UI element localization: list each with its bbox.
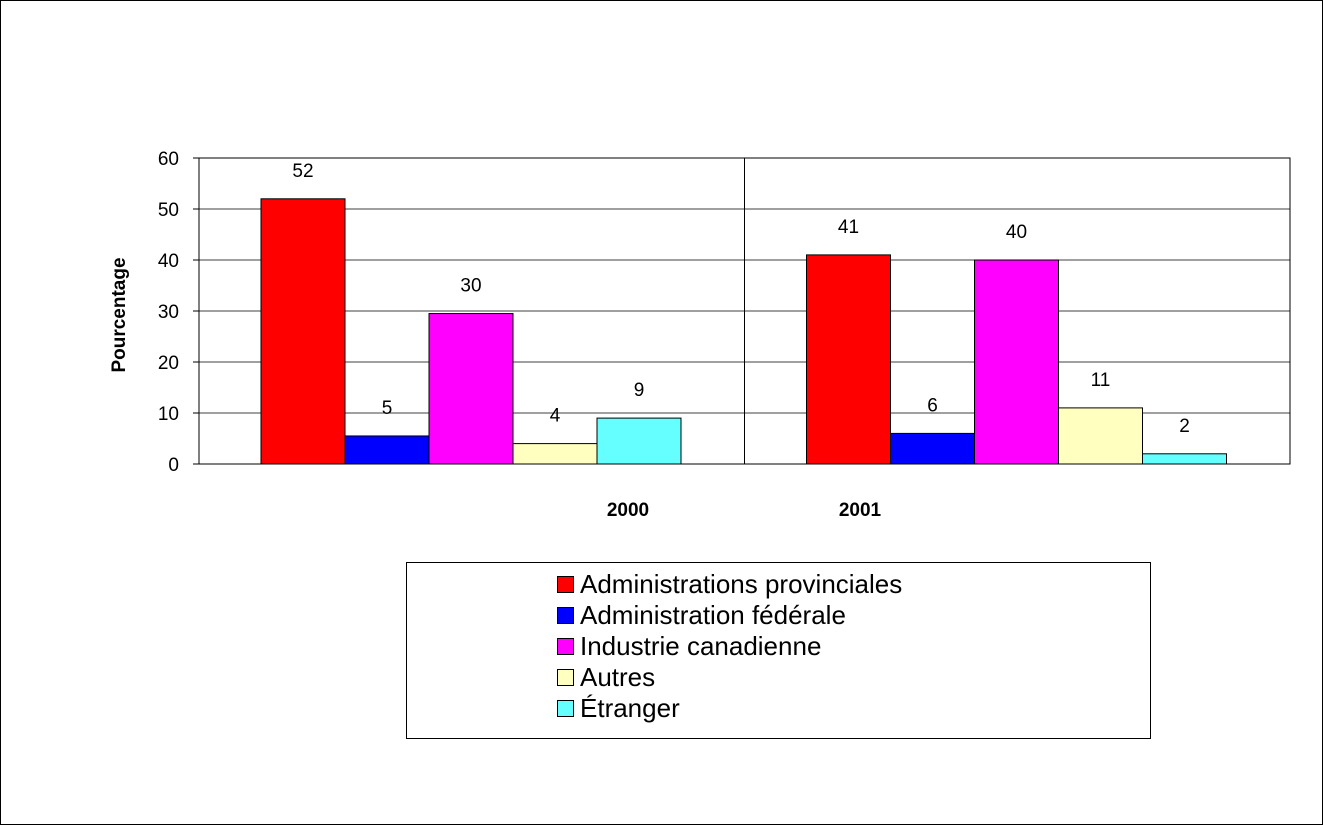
bar-3-0 [512, 443, 598, 465]
legend-label: Administration fédérale [580, 600, 846, 630]
data-label-1-1: 6 [927, 395, 938, 416]
legend-item: Industrie canadienne [557, 631, 1150, 662]
data-label-2-0: 30 [460, 276, 481, 297]
y-tick-label: 20 [158, 353, 179, 374]
y-tick-label: 40 [158, 251, 179, 272]
bar-2-1 [974, 259, 1059, 465]
legend-item: Autres [557, 662, 1150, 693]
y-tick-label: 50 [158, 200, 179, 221]
data-labels: 52 5 30 4 9 41 6 40 11 2 [292, 161, 1189, 437]
legend-item: Étranger [557, 693, 1150, 724]
legend-item: Administrations provinciales [557, 569, 1150, 600]
data-label-0-0: 52 [292, 161, 313, 182]
legend-swatch [557, 576, 574, 593]
legend-label: Industrie canadienne [580, 631, 822, 661]
data-label-3-0: 4 [550, 406, 561, 427]
legend-swatch [557, 638, 574, 655]
y-tick-label: 60 [158, 149, 179, 170]
y-tick-label: 30 [158, 302, 179, 323]
bar-1-1 [890, 432, 975, 465]
legend-swatch [557, 669, 574, 686]
data-label-4-0: 9 [634, 380, 645, 401]
data-label-2-1: 40 [1006, 222, 1027, 243]
bar-2-0 [428, 313, 514, 465]
legend-item: Administration fédérale [557, 600, 1150, 631]
legend-swatch [557, 700, 574, 717]
y-axis-title: Pourcentage [109, 257, 130, 372]
category-label-2001: 2001 [839, 500, 882, 521]
y-axis-ticks: 0 10 20 30 40 50 60 [158, 149, 199, 476]
legend-label: Administrations provinciales [580, 569, 903, 599]
data-label-1-0: 5 [382, 398, 393, 419]
legend-label: Étranger [580, 693, 680, 723]
bar-0-1 [806, 254, 891, 465]
legend: Administrations provinciales Administrati… [406, 562, 1151, 739]
y-tick-label: 10 [158, 404, 179, 425]
category-label-2000: 2000 [607, 500, 649, 521]
y-tick-label: 0 [168, 455, 179, 476]
bar-4-0 [596, 417, 682, 465]
bar-1-0 [344, 435, 430, 465]
bar-3-1 [1058, 407, 1143, 465]
legend-swatch [557, 607, 574, 624]
x-axis-category-labels: 2000 2001 [607, 500, 882, 521]
data-label-3-1: 11 [1091, 370, 1111, 391]
legend-label: Autres [580, 662, 656, 692]
bar-0-0 [260, 198, 346, 465]
data-label-4-1: 2 [1179, 416, 1190, 437]
bars [260, 198, 1227, 465]
data-label-0-1: 41 [838, 217, 859, 238]
bar-4-1 [1142, 453, 1227, 465]
